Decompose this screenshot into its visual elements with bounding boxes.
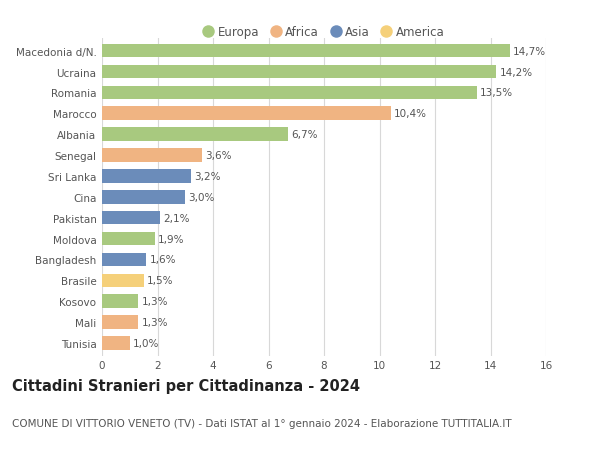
Text: 1,3%: 1,3% — [142, 297, 168, 307]
Bar — [102, 149, 202, 162]
Legend: Europa, Africa, Asia, America: Europa, Africa, Asia, America — [199, 21, 449, 44]
Text: COMUNE DI VITTORIO VENETO (TV) - Dati ISTAT al 1° gennaio 2024 - Elaborazione TU: COMUNE DI VITTORIO VENETO (TV) - Dati IS… — [12, 418, 512, 428]
Bar — [102, 212, 160, 225]
Bar — [102, 45, 510, 58]
Text: 1,9%: 1,9% — [158, 234, 185, 244]
Bar — [102, 232, 155, 246]
Bar — [102, 190, 185, 204]
Text: 10,4%: 10,4% — [394, 109, 427, 119]
Text: Cittadini Stranieri per Cittadinanza - 2024: Cittadini Stranieri per Cittadinanza - 2… — [12, 379, 360, 394]
Text: 2,1%: 2,1% — [164, 213, 190, 223]
Bar — [102, 128, 288, 142]
Bar — [102, 253, 146, 267]
Bar — [102, 295, 138, 308]
Bar — [102, 274, 143, 287]
Text: 3,2%: 3,2% — [194, 172, 221, 181]
Text: 14,2%: 14,2% — [499, 67, 533, 78]
Bar — [102, 66, 496, 79]
Text: 1,6%: 1,6% — [150, 255, 176, 265]
Text: 13,5%: 13,5% — [480, 88, 513, 98]
Text: 1,5%: 1,5% — [147, 276, 173, 285]
Text: 1,0%: 1,0% — [133, 338, 160, 348]
Bar — [102, 316, 138, 329]
Text: 3,6%: 3,6% — [205, 151, 232, 161]
Text: 6,7%: 6,7% — [291, 130, 318, 140]
Text: 3,0%: 3,0% — [188, 192, 215, 202]
Bar — [102, 336, 130, 350]
Bar — [102, 86, 476, 100]
Text: 14,7%: 14,7% — [513, 46, 547, 56]
Bar — [102, 107, 391, 121]
Text: 1,3%: 1,3% — [142, 317, 168, 327]
Bar — [102, 170, 191, 183]
